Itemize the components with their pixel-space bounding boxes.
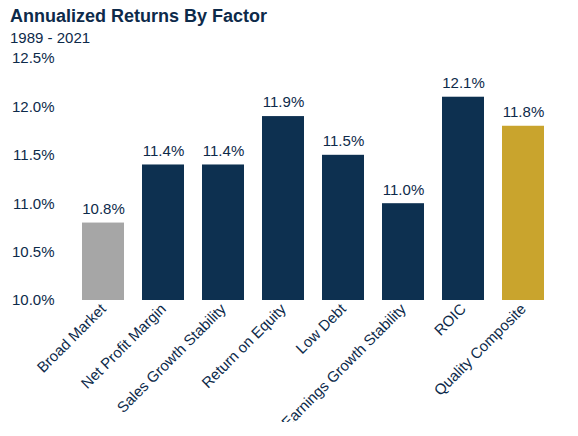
svg-text:11.9%: 11.9% [263,93,304,110]
html-text:Annualized Returns By Factor: Annualized Returns By Factor [10,6,267,26]
svg-text:11.5%: 11.5% [323,132,364,149]
svg-text:12.0%: 12.0% [12,98,55,115]
svg-text:11.4%: 11.4% [203,142,244,159]
svg-text:11.5%: 11.5% [13,146,54,163]
svg-text:Net Profit Margin: Net Profit Margin [77,300,169,392]
svg-text:10.8%: 10.8% [82,200,125,217]
svg-text:Quality Composite: Quality Composite [430,300,529,399]
svg-text:11.8%: 11.8% [503,103,544,120]
svg-text:10.0%: 10.0% [12,291,55,308]
svg-text:12.1%: 12.1% [442,74,485,91]
svg-text:Return on Equity: Return on Equity [198,300,289,391]
svg-text:ROIC: ROIC [430,300,469,339]
svg-text:11.0%: 11.0% [13,195,54,212]
svg-text:Broad Market: Broad Market [33,300,109,376]
svg-text:10.5%: 10.5% [12,243,55,260]
svg-text:11.4%: 11.4% [143,142,184,159]
svg-text:Sales Growth Stability: Sales Growth Stability [113,300,229,416]
svg-text:11.0%: 11.0% [383,181,424,198]
svg-text:Low Debt: Low Debt [292,299,349,356]
svg-text:12.5%: 12.5% [12,49,55,66]
svg-text:Earnings Growth Stability: Earnings Growth Stability [278,300,409,422]
html-text:1989 - 2021: 1989 - 2021 [10,29,91,46]
